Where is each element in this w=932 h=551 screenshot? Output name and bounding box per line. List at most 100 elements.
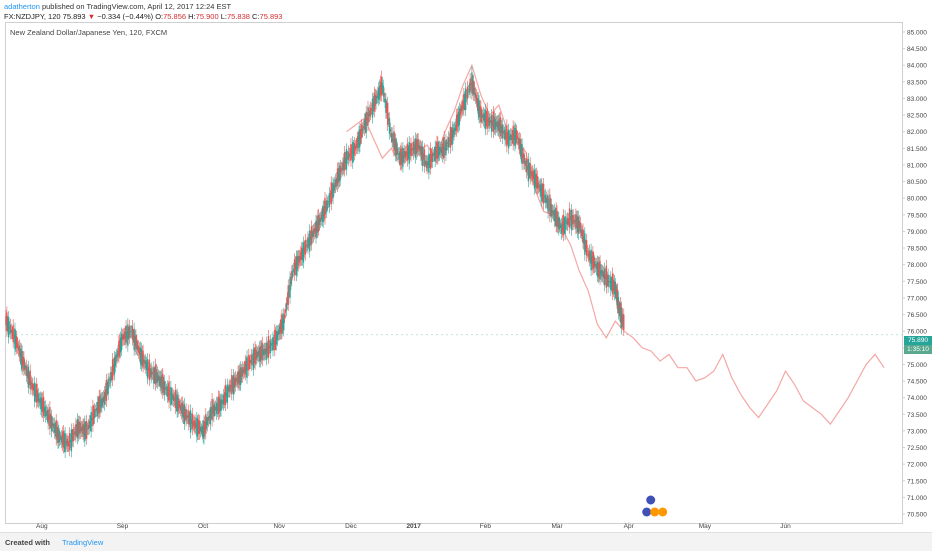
- candle-body: [343, 159, 345, 169]
- candle-body: [550, 204, 552, 212]
- author-link[interactable]: adatherton: [4, 2, 40, 11]
- candle-body: [248, 354, 250, 371]
- candle-body: [204, 422, 206, 431]
- candle-body: [593, 257, 595, 267]
- candle-body: [593, 261, 596, 268]
- candle-body: [451, 127, 453, 145]
- candle-body: [547, 195, 549, 213]
- candle-body: [588, 250, 590, 261]
- candle-body: [595, 263, 598, 270]
- close-value: 75.893: [259, 12, 283, 21]
- candle-body: [489, 120, 491, 123]
- candle-body: [84, 421, 86, 441]
- candle-body: [33, 389, 35, 391]
- candle-body: [106, 387, 108, 390]
- candle-body: [22, 356, 24, 366]
- candle-body: [114, 358, 117, 367]
- candle-body: [518, 138, 521, 149]
- event-icon: [646, 495, 656, 505]
- candle-body: [460, 107, 462, 113]
- candle-body: [543, 196, 546, 198]
- chart-frame[interactable]: [5, 22, 903, 524]
- candle-body: [217, 396, 220, 415]
- candle-body: [500, 125, 503, 133]
- candle-body: [350, 143, 352, 161]
- symbol-label[interactable]: FX:NZDJPY, 120: [4, 12, 61, 21]
- candle-body: [241, 367, 244, 377]
- candle-body: [447, 142, 449, 145]
- candle-body: [43, 407, 46, 413]
- candle-body: [162, 382, 165, 390]
- candle-body: [536, 176, 539, 189]
- candle-body: [146, 359, 149, 379]
- y-tick-label: 77.000: [907, 295, 927, 302]
- candle-body: [352, 142, 354, 163]
- candle-body: [230, 385, 232, 388]
- candle-body: [398, 153, 401, 160]
- candle-body: [120, 333, 123, 350]
- candle-body: [560, 223, 563, 234]
- candle-body: [579, 222, 582, 232]
- candle-body: [38, 398, 40, 401]
- candle-body: [439, 147, 442, 152]
- candle-body: [334, 182, 336, 188]
- candle-body: [610, 282, 613, 286]
- candle-body: [260, 345, 263, 359]
- candle-body: [470, 83, 472, 85]
- candle-body: [300, 252, 302, 260]
- candle-body: [76, 426, 78, 432]
- candle-body: [166, 386, 168, 397]
- candle-body: [429, 160, 431, 162]
- candle-body: [111, 359, 114, 381]
- candle-body: [29, 370, 31, 389]
- candle-body: [222, 399, 224, 403]
- candle-body: [226, 384, 229, 403]
- y-tick-label: 78.500: [907, 246, 927, 253]
- candle-body: [345, 149, 348, 170]
- candle-body: [23, 357, 25, 371]
- y-tick-label: 74.500: [907, 379, 927, 386]
- candle-body: [606, 277, 608, 281]
- candle-body: [494, 118, 496, 130]
- candle-body: [174, 389, 177, 408]
- candle-body: [590, 249, 592, 271]
- candle-body: [220, 399, 222, 411]
- candle-body: [589, 257, 591, 259]
- candle-body: [413, 144, 416, 151]
- candle-body: [619, 303, 622, 323]
- candle-body: [611, 273, 614, 295]
- candle-body: [392, 138, 394, 141]
- candle-body: [386, 107, 388, 113]
- candle-body: [527, 159, 530, 182]
- candle-body: [351, 150, 353, 154]
- candle-body: [185, 409, 187, 421]
- candle-body: [253, 353, 255, 363]
- candle-body: [383, 93, 385, 97]
- candle-body: [57, 427, 59, 443]
- candle-body: [17, 346, 20, 351]
- price-chart[interactable]: 85.000 84.500 84.000 83.500 83.000 82.500 82.0…: [0, 0, 932, 532]
- candle-body: [54, 428, 56, 431]
- candle-body: [309, 230, 311, 252]
- candle-body: [154, 372, 156, 378]
- candle-body: [575, 214, 577, 229]
- candle-body: [450, 133, 453, 140]
- tradingview-logo[interactable]: TradingView: [62, 538, 104, 547]
- candle-body: [324, 197, 326, 219]
- candle-body: [179, 404, 181, 408]
- candle-body: [159, 376, 161, 386]
- candle-body: [279, 325, 281, 334]
- y-tick-label: 75.000: [907, 362, 927, 369]
- candle-body: [444, 147, 446, 150]
- y-tick-label: 71.000: [907, 495, 927, 502]
- candle-body: [389, 128, 392, 132]
- candle-body: [462, 100, 464, 109]
- candle-body: [254, 347, 256, 364]
- candle-body: [107, 378, 109, 395]
- y-tick-label: 78.000: [907, 262, 927, 269]
- candle-body: [115, 355, 117, 362]
- candle-body: [535, 173, 538, 188]
- candle-body: [8, 327, 11, 329]
- candle-body: [88, 420, 91, 429]
- candle-body: [39, 398, 41, 403]
